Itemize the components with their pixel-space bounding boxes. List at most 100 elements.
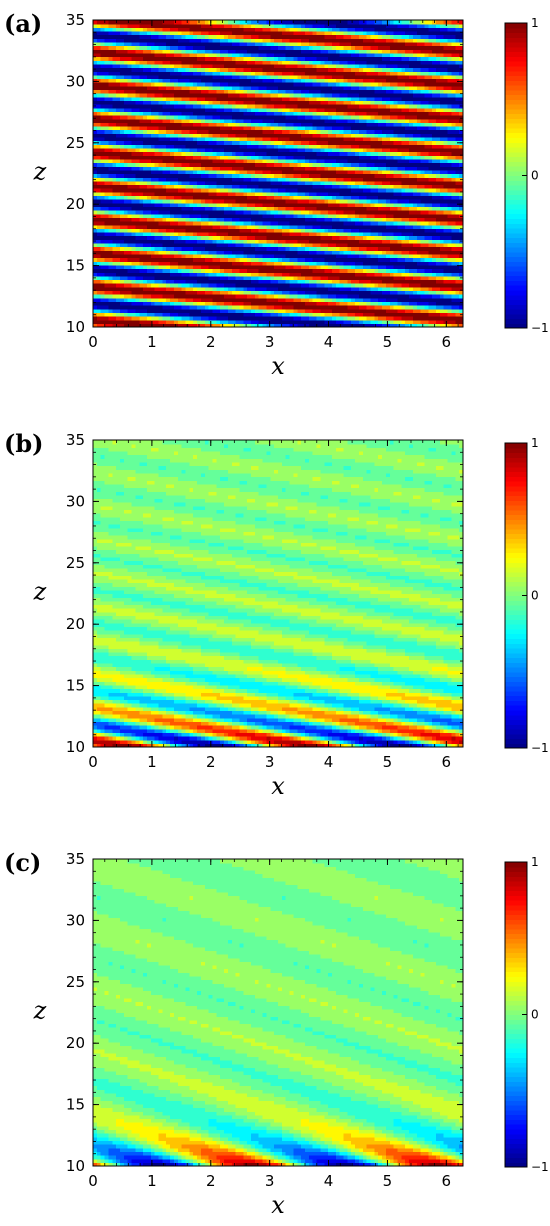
heatmap-cell — [116, 243, 120, 247]
heatmap-cell — [347, 203, 351, 207]
heatmap-cell — [371, 148, 375, 152]
heatmap-cell — [351, 214, 355, 218]
heatmap-cell — [263, 254, 267, 258]
heatmap-cell — [382, 294, 386, 298]
heatmap-cell — [282, 228, 286, 232]
heatmap-cell — [424, 279, 428, 283]
heatmap-cell — [193, 155, 197, 159]
heatmap-cell — [239, 316, 243, 320]
heatmap-cell — [413, 195, 417, 199]
heatmap-cell — [413, 243, 417, 247]
heatmap-cell — [340, 148, 344, 152]
heatmap-cell — [166, 206, 170, 210]
heatmap-cell — [448, 265, 452, 269]
heatmap-cell — [324, 243, 328, 247]
heatmap-cell — [355, 148, 359, 152]
heatmap-cell — [274, 239, 278, 243]
heatmap-cell — [290, 232, 294, 236]
heatmap-cell — [270, 181, 274, 185]
heatmap-cell — [371, 203, 375, 207]
heatmap-cell — [336, 283, 340, 287]
heatmap-cell — [201, 316, 205, 320]
heatmap-cell — [390, 155, 394, 159]
heatmap-cell — [448, 247, 452, 251]
heatmap-cell — [182, 272, 186, 276]
heatmap-cell — [247, 192, 251, 196]
heatmap-cell — [239, 166, 243, 170]
heatmap-cell — [108, 184, 112, 188]
heatmap-cell — [297, 221, 301, 225]
heatmap-cell — [128, 272, 132, 276]
heatmap-cell — [359, 148, 363, 152]
heatmap-cell — [162, 163, 166, 167]
heatmap-cell — [147, 320, 151, 324]
heatmap-cell — [401, 188, 405, 192]
heatmap-cell — [197, 195, 201, 199]
heatmap-cell — [255, 181, 259, 185]
heatmap-cell — [162, 290, 166, 294]
heatmap-cell — [205, 210, 209, 214]
heatmap-cell — [189, 239, 193, 243]
heatmap-cell — [336, 287, 340, 291]
heatmap-cell — [263, 195, 267, 199]
heatmap-cell — [390, 298, 394, 302]
heatmap-cell — [309, 320, 313, 324]
heatmap-cell — [436, 181, 440, 185]
heatmap-cell — [105, 228, 109, 232]
heatmap-cell — [455, 148, 459, 152]
heatmap-cell — [239, 203, 243, 207]
heatmap-cell — [282, 320, 286, 324]
heatmap-cell — [378, 232, 382, 236]
heatmap-cell — [209, 254, 213, 258]
heatmap-cell — [97, 177, 101, 181]
heatmap-cell — [170, 188, 174, 192]
heatmap-cell — [247, 232, 251, 236]
heatmap-cell — [336, 155, 340, 159]
heatmap-cell — [178, 305, 182, 309]
heatmap-cell — [224, 265, 228, 269]
heatmap-cell — [297, 203, 301, 207]
heatmap-cell — [421, 239, 425, 243]
heatmap-cell — [120, 312, 124, 316]
heatmap-cell — [236, 261, 240, 265]
heatmap-cell — [378, 250, 382, 254]
heatmap-cell — [301, 174, 305, 178]
heatmap-cell — [421, 206, 425, 210]
heatmap-cell — [374, 294, 378, 298]
heatmap-cell — [317, 276, 321, 280]
heatmap-cell — [143, 298, 147, 302]
heatmap-cell — [197, 192, 201, 196]
heatmap-cell — [359, 166, 363, 170]
heatmap-cell — [189, 236, 193, 240]
heatmap-cell — [135, 294, 139, 298]
heatmap-cell — [162, 232, 166, 236]
heatmap-cell — [186, 195, 190, 199]
heatmap-cell — [436, 144, 440, 148]
heatmap-cell — [421, 192, 425, 196]
heatmap-cell — [143, 305, 147, 309]
heatmap-cell — [274, 283, 278, 287]
heatmap-cell — [320, 298, 324, 302]
heatmap-cell — [444, 236, 448, 240]
heatmap-cell — [401, 217, 405, 221]
heatmap-cell — [259, 210, 263, 214]
heatmap-cell — [301, 217, 305, 221]
heatmap-cell — [455, 239, 459, 243]
heatmap-cell — [382, 301, 386, 305]
heatmap-cell — [413, 290, 417, 294]
heatmap-cell — [251, 261, 255, 265]
heatmap-cell — [371, 287, 375, 291]
heatmap-cell — [455, 290, 459, 294]
heatmap-cell — [328, 206, 332, 210]
heatmap-cell — [440, 221, 444, 225]
heatmap-cell — [143, 250, 147, 254]
heatmap-cell — [93, 316, 97, 320]
heatmap-cell — [451, 279, 455, 283]
heatmap-cell — [347, 290, 351, 294]
heatmap-cell — [282, 159, 286, 163]
heatmap-cell — [216, 236, 220, 240]
heatmap-cell — [282, 199, 286, 203]
heatmap-cell — [297, 301, 301, 305]
heatmap-cell — [220, 305, 224, 309]
heatmap-cell — [147, 192, 151, 196]
